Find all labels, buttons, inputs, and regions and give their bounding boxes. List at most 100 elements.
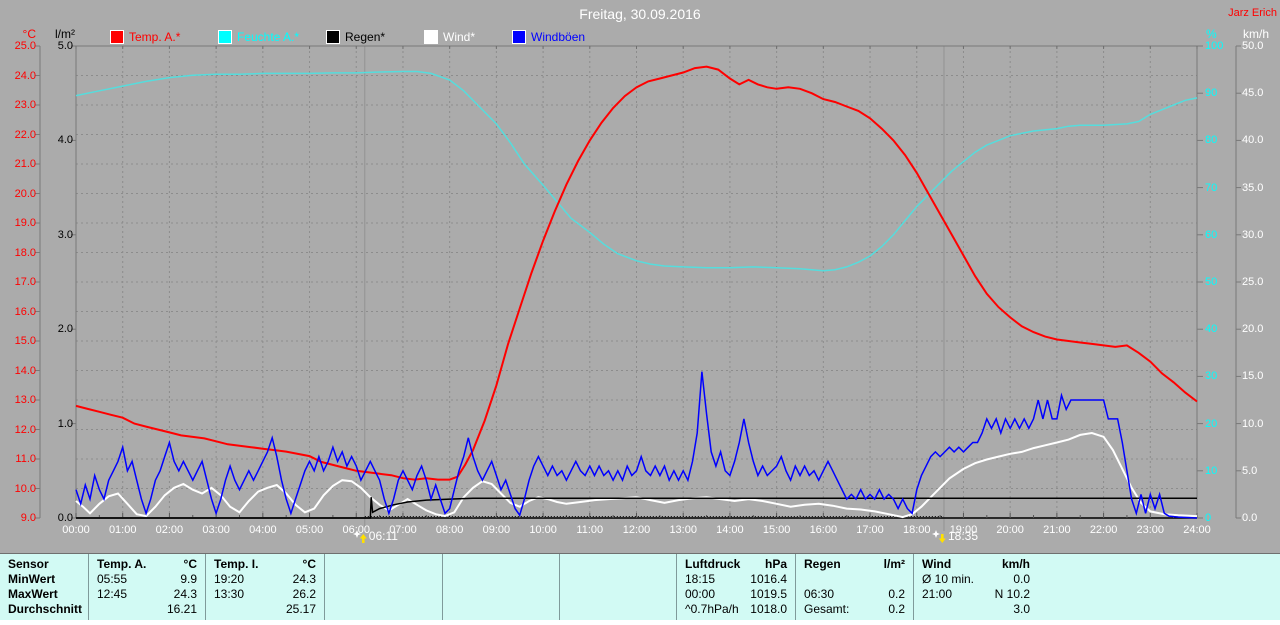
col-header xyxy=(443,557,559,572)
x-tick-label: 21:00 xyxy=(1043,524,1071,536)
humidity-tick-label: 30 xyxy=(1205,370,1218,383)
table-cell-row xyxy=(325,572,442,587)
sunset-icon xyxy=(931,530,946,543)
cell-value: 25.17 xyxy=(285,602,316,616)
col-unit: km/h xyxy=(1001,557,1030,571)
series-rain xyxy=(76,497,1197,519)
temp-tick-label: 11.0 xyxy=(15,453,36,465)
col-unit: l/m² xyxy=(883,557,905,571)
col-unit: °C xyxy=(183,557,197,571)
table-cell-row xyxy=(560,572,676,587)
wind-tick-label: 5.0 xyxy=(1242,464,1258,477)
table-col-tempa: Temp. A. °C 05:55 9.9 12:45 24.3 16.21 xyxy=(88,554,205,620)
cell-time: Ø 10 min. xyxy=(922,572,975,586)
table-cell-row xyxy=(443,572,559,587)
cell-time: 19:20 xyxy=(214,572,245,586)
legend-swatch xyxy=(512,30,526,44)
humidity-tick-label: 10 xyxy=(1205,464,1218,477)
wind-tick-label: 45.0 xyxy=(1242,87,1264,100)
unit-temp-label: °C xyxy=(22,27,36,41)
temp-tick-label: 24.0 xyxy=(14,69,36,82)
table-cell-row xyxy=(560,602,676,617)
table-cell-row: ^0.7hPa/h 1018.0 xyxy=(677,602,795,617)
wind-tick-label: 35.0 xyxy=(1242,181,1264,194)
unit-wind-label: km/h xyxy=(1243,27,1270,41)
humidity-tick-label: 70 xyxy=(1205,181,1218,194)
table-col-empty-2 xyxy=(324,554,442,620)
cell-value: 26.2 xyxy=(292,587,316,601)
legend-item-windböen: Windböen xyxy=(512,30,585,44)
table-col-empty-3 xyxy=(442,554,559,620)
x-tick-label: 16:00 xyxy=(809,524,838,536)
col-header: Temp. I. °C xyxy=(206,557,324,572)
temp-tick-label: 17.0 xyxy=(14,276,36,288)
temp-tick-label: 19.0 xyxy=(14,217,36,229)
humidity-tick-label: 20 xyxy=(1205,417,1218,430)
table-cell-row: 21:00 N 10.2 xyxy=(914,587,1038,602)
temp-tick-label: 25.0 xyxy=(14,40,36,52)
temp-tick-label: 14.0 xyxy=(14,364,36,377)
col-name: Regen xyxy=(804,557,841,571)
cell-value: 1018.0 xyxy=(750,602,787,616)
table-cell-row: 06:30 0.2 xyxy=(796,587,913,602)
temp-tick-label: 15.0 xyxy=(14,335,36,347)
cell-time: 21:00 xyxy=(922,587,953,601)
x-tick-label: 02:00 xyxy=(155,524,184,536)
series-wind xyxy=(75,371,1198,519)
sunrise-time: 06:11 xyxy=(368,529,398,543)
temp-tick-label: 16.0 xyxy=(14,305,36,318)
temp-tick-label: 10.0 xyxy=(14,482,36,495)
chart-title: Freitag, 30.09.2016 xyxy=(579,6,701,22)
rain-tick-label: 3.0 xyxy=(57,228,73,241)
legend-swatch xyxy=(218,30,232,44)
x-tick-label: 18:00 xyxy=(902,524,931,536)
bottom-strip xyxy=(0,620,1280,625)
col-name: Temp. A. xyxy=(97,557,147,571)
temp-tick-label: 9.0 xyxy=(20,512,36,524)
temp-tick-label: 13.0 xyxy=(14,394,36,406)
wind-tick-label: 40.0 xyxy=(1242,134,1264,147)
table-col-wind: Wind km/h Ø 10 min. 0.0 21:00 N 10.2 3.0 xyxy=(913,554,1280,620)
x-tick-label: 12:00 xyxy=(622,524,651,536)
table-cell-row: 05:55 9.9 xyxy=(89,572,205,587)
col-unit: hPa xyxy=(764,557,787,571)
cell-value: 16.21 xyxy=(166,602,197,616)
x-tick-label: 24:00 xyxy=(1183,524,1211,536)
table-cell-row: 18:15 1016.4 xyxy=(677,572,795,587)
legend-label: Wind* xyxy=(443,30,476,44)
table-cell-row: 00:00 1019.5 xyxy=(677,587,795,602)
x-tick-label: 15:00 xyxy=(762,524,791,536)
x-tick-label: 23:00 xyxy=(1136,524,1165,536)
table-cell-row: Gesamt: 0.2 xyxy=(796,602,913,617)
col-name: Luftdruck xyxy=(685,557,741,571)
rain-tick-label: 5.0 xyxy=(57,40,73,52)
x-tick-label: 01:00 xyxy=(108,524,137,536)
wind-tick-label: 50.0 xyxy=(1242,40,1264,52)
x-tick-label: 14:00 xyxy=(716,524,744,536)
cell-time: ^0.7hPa/h xyxy=(685,602,739,616)
cell-time: 06:30 xyxy=(804,587,835,601)
table-cell-row: Ø 10 min. 0.0 xyxy=(914,572,1038,587)
x-tick-label: 08:00 xyxy=(435,524,464,536)
row-label: MinWert xyxy=(8,572,56,586)
sunset-time: 18:35 xyxy=(947,529,978,543)
table-cell-row: 19:20 24.3 xyxy=(206,572,324,587)
col-header: Luftdruck hPa xyxy=(677,557,795,572)
x-tick-label: 07:00 xyxy=(389,524,417,536)
wind-tick-label: 30.0 xyxy=(1242,228,1264,241)
humidity-tick-label: 50 xyxy=(1205,276,1218,288)
row-label: Durchschnitt xyxy=(8,602,83,616)
wind-tick-label: 15.0 xyxy=(1242,370,1264,383)
cell-time: 05:55 xyxy=(97,572,128,586)
cell-value: N 10.2 xyxy=(994,587,1030,601)
table-cell-row xyxy=(325,602,442,617)
sunrise-icon xyxy=(352,530,367,543)
table-cell-row: 16.21 xyxy=(89,602,205,617)
x-tick-label: 03:00 xyxy=(202,524,230,536)
legend-label: Windböen xyxy=(531,30,586,44)
table-col-tempi: Temp. I. °C 19:20 24.3 13:30 26.2 25.17 xyxy=(205,554,324,620)
series-humidity xyxy=(75,70,1198,272)
humidity-tick-label: 0 xyxy=(1205,512,1212,524)
cell-value: 24.3 xyxy=(292,572,316,586)
legend-item-regen: Regen* xyxy=(326,30,385,44)
